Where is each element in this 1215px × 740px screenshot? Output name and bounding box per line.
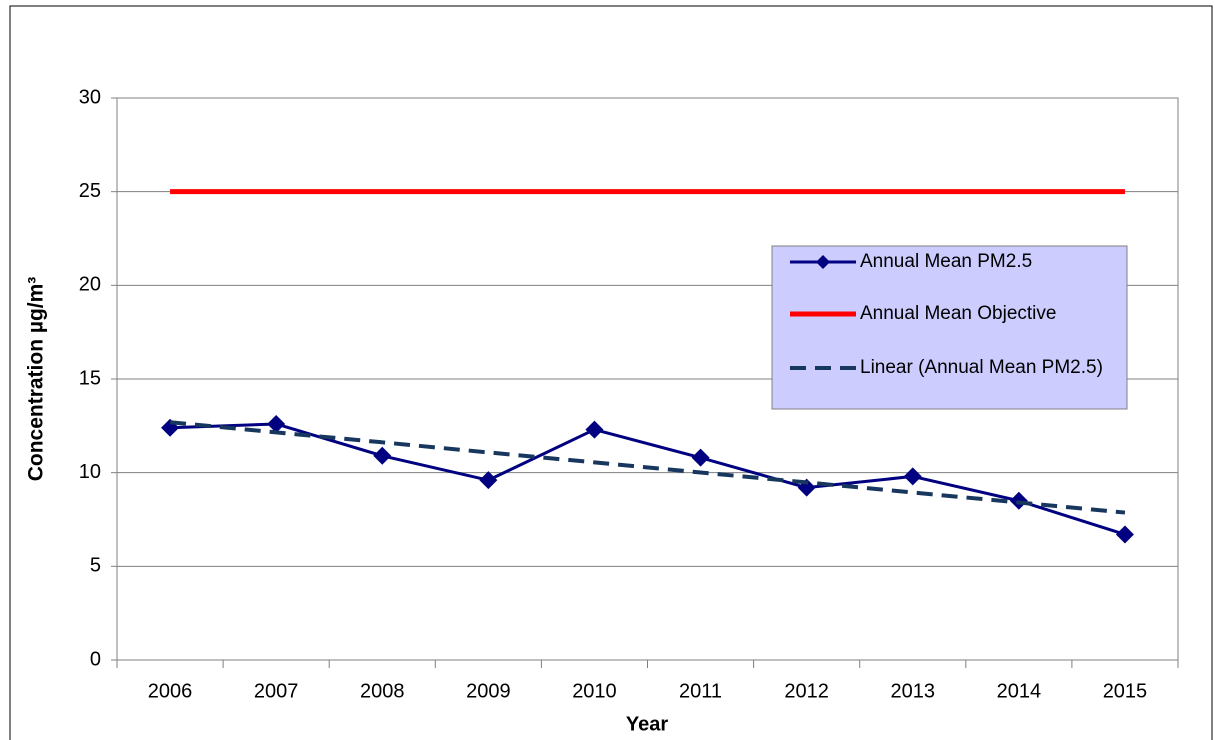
data-point bbox=[1115, 525, 1134, 544]
x-tick-label: 2008 bbox=[360, 680, 405, 702]
x-tick-label: 2006 bbox=[148, 680, 193, 702]
data-point bbox=[267, 414, 286, 433]
series-line bbox=[169, 420, 1126, 515]
data-point bbox=[691, 448, 710, 467]
y-tick-label: 25 bbox=[79, 180, 101, 202]
data-point bbox=[373, 446, 392, 465]
legend-label: Linear (Annual Mean PM2.5) bbox=[860, 357, 1103, 378]
series-line bbox=[169, 422, 1126, 536]
legend-label: Annual Mean Objective bbox=[860, 303, 1057, 324]
y-tick-label: 5 bbox=[90, 555, 101, 577]
y-tick-label: 15 bbox=[79, 367, 101, 389]
y-axis-label: Concentration µg/m³ bbox=[25, 277, 48, 482]
x-tick-label: 2009 bbox=[466, 680, 511, 702]
x-tick-label: 2012 bbox=[784, 680, 829, 702]
y-tick-label: 20 bbox=[79, 274, 101, 296]
x-tick-label: 2015 bbox=[1103, 680, 1148, 702]
data-point bbox=[903, 467, 922, 486]
y-tick-label: 0 bbox=[90, 648, 101, 670]
y-tick-label: 30 bbox=[79, 86, 101, 108]
legend-box bbox=[771, 245, 1128, 410]
legend-marker bbox=[816, 255, 830, 269]
x-tick-label: 2010 bbox=[572, 680, 617, 702]
x-axis-label: Year bbox=[626, 713, 668, 735]
x-tick-label: 2011 bbox=[679, 680, 722, 702]
data-point bbox=[479, 471, 498, 490]
legend-label: Annual Mean PM2.5 bbox=[860, 251, 1033, 272]
x-tick-label: 2007 bbox=[254, 680, 299, 702]
x-tick-label: 2014 bbox=[997, 680, 1042, 702]
x-tick-label: 2013 bbox=[891, 680, 936, 702]
y-tick-label: 10 bbox=[79, 461, 101, 483]
data-point bbox=[585, 420, 604, 439]
